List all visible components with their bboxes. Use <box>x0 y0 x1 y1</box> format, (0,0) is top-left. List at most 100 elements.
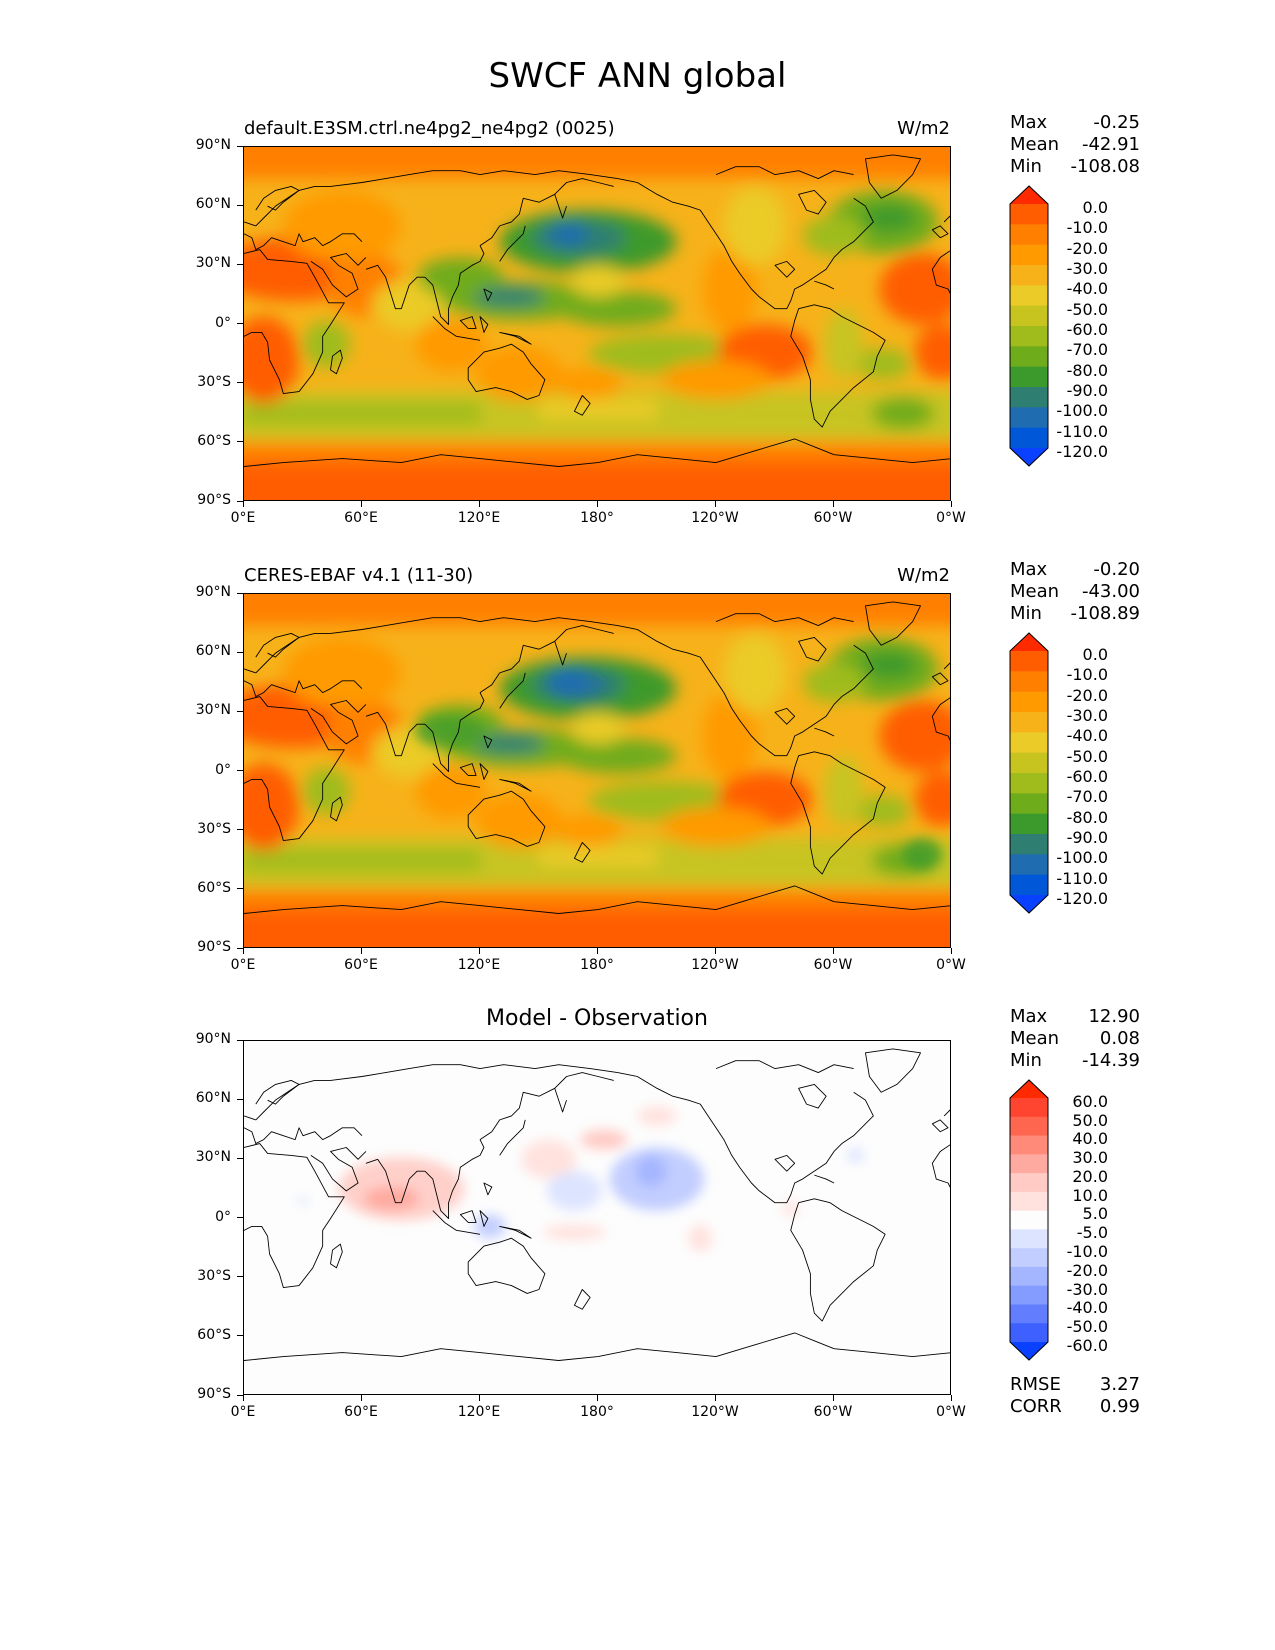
colorbar-label: -30.0 <box>1066 1279 1108 1299</box>
panel-3-field <box>244 1041 950 1395</box>
colorbar-segment <box>1010 1285 1048 1305</box>
x-tick-mark <box>714 1395 716 1401</box>
colorbar-label: -120.0 <box>1056 442 1108 462</box>
colorbar-segment <box>1010 366 1048 388</box>
x-tick-mark <box>478 948 480 954</box>
colorbar-label: -30.0 <box>1066 259 1108 279</box>
panel-3-stats: Max 12.90 Mean 0.08 Min -14.39 <box>1010 1006 1140 1071</box>
y-tick-mark <box>237 1157 243 1159</box>
colorbar-extend-max <box>1010 186 1048 204</box>
colorbar-segment <box>1010 1173 1048 1193</box>
colorbar-label: -70.0 <box>1066 340 1108 360</box>
panel-1-units: W/m2 <box>897 118 950 139</box>
colorbar-label: -40.0 <box>1066 726 1108 746</box>
figure-title: SWCF ANN global <box>488 56 787 96</box>
colorbar-segment <box>1010 285 1048 307</box>
colorbar-label: -30.0 <box>1066 706 1108 726</box>
y-tick-mark <box>237 947 243 949</box>
y-tick-mark <box>237 323 243 324</box>
colorbar-segment <box>1010 1210 1048 1230</box>
colorbar-label: -80.0 <box>1066 360 1108 380</box>
colorbar-segment <box>1010 671 1048 693</box>
panel-2-map <box>243 593 951 948</box>
colorbar-label: 50.0 <box>1072 1110 1108 1130</box>
y-tick-mark <box>237 770 243 771</box>
x-tick-mark <box>950 1395 952 1401</box>
colorbar-segment <box>1010 813 1048 835</box>
colorbar-segment <box>1010 854 1048 876</box>
colorbar-segment <box>1010 651 1048 672</box>
panel-2-colorbar <box>1009 632 1049 914</box>
colorbar-segment <box>1010 752 1048 774</box>
colorbar-label: -60.0 <box>1066 767 1108 787</box>
colorbar-segment <box>1010 712 1048 733</box>
colorbar-segment <box>1010 387 1048 408</box>
y-tick-label: 90°N <box>195 584 231 600</box>
colorbar-segment <box>1010 773 1048 794</box>
x-tick-label: 60°W <box>813 1404 853 1420</box>
panel-1-stats: Max -0.25 Mean -42.91 Min -108.08 <box>1010 112 1140 177</box>
y-tick-mark <box>237 1335 243 1337</box>
x-tick-label: 120°E <box>457 510 501 526</box>
y-tick-label: 90°S <box>197 939 231 955</box>
x-tick-mark <box>360 948 362 954</box>
y-tick-label: 90°S <box>197 492 231 508</box>
colorbar-label: -70.0 <box>1066 787 1108 807</box>
colorbar-label: -110.0 <box>1056 868 1108 888</box>
y-tick-mark <box>237 651 243 653</box>
x-tick-label: 120°E <box>457 1404 501 1420</box>
panel-3-title: Model - Observation <box>486 1006 708 1031</box>
x-tick-mark <box>242 1395 244 1401</box>
y-tick-label: 0° <box>215 761 231 778</box>
colorbar-segment <box>1010 326 1048 347</box>
colorbar-segment <box>1010 427 1048 449</box>
x-tick-label: 0°E <box>230 1404 256 1420</box>
panel-3-map <box>243 1040 951 1395</box>
colorbar-label: 20.0 <box>1072 1166 1108 1186</box>
colorbar-segment <box>1010 732 1048 754</box>
panel-3-metrics: RMSE 3.27 CORR 0.99 <box>1010 1374 1140 1417</box>
y-tick-label: 30°S <box>197 820 231 837</box>
y-tick-mark <box>237 1039 243 1041</box>
colorbar-segment <box>1010 691 1048 713</box>
colorbar-label: -50.0 <box>1066 299 1108 319</box>
colorbar-segment <box>1010 224 1048 246</box>
panel-2-field <box>244 594 950 948</box>
x-tick-mark <box>242 501 244 507</box>
colorbar-label: 10.0 <box>1072 1185 1108 1205</box>
colorbar-label: -80.0 <box>1066 807 1108 827</box>
colorbar-outline <box>1009 1079 1049 1361</box>
y-tick-mark <box>237 1276 243 1278</box>
x-tick-mark <box>596 1395 598 1401</box>
x-tick-label: 0°W <box>936 957 966 973</box>
y-tick-label: 60°N <box>195 196 231 213</box>
y-tick-mark <box>237 888 243 890</box>
colorbar-extend-min <box>1010 1342 1048 1360</box>
colorbar-extend-max <box>1010 633 1048 651</box>
x-tick-mark <box>596 501 598 507</box>
colorbar-label: -20.0 <box>1066 685 1108 705</box>
colorbar-label: -110.0 <box>1056 421 1108 441</box>
x-tick-mark <box>242 948 244 954</box>
x-tick-label: 180° <box>580 957 614 973</box>
colorbar-label: -10.0 <box>1066 1242 1108 1262</box>
x-tick-mark <box>478 1395 480 1401</box>
x-tick-label: 60°E <box>344 1404 378 1420</box>
y-tick-mark <box>237 500 243 502</box>
colorbar-segment <box>1010 407 1048 429</box>
colorbar-label: -100.0 <box>1056 401 1108 421</box>
y-tick-mark <box>237 145 243 147</box>
y-tick-mark <box>237 829 243 831</box>
colorbar-label: 5.0 <box>1082 1204 1108 1224</box>
panel-2-units: W/m2 <box>897 565 950 586</box>
x-tick-label: 120°E <box>457 957 501 973</box>
colorbar-extend-min <box>1010 448 1048 466</box>
y-tick-label: 30°N <box>195 702 231 719</box>
colorbar-label: -90.0 <box>1066 381 1108 401</box>
y-tick-mark <box>237 710 243 712</box>
colorbar-label: 30.0 <box>1072 1148 1108 1168</box>
colorbar-label: -40.0 <box>1066 1298 1108 1318</box>
colorbar-segment <box>1010 244 1048 266</box>
colorbar-label: -90.0 <box>1066 828 1108 848</box>
x-tick-mark <box>360 1395 362 1401</box>
